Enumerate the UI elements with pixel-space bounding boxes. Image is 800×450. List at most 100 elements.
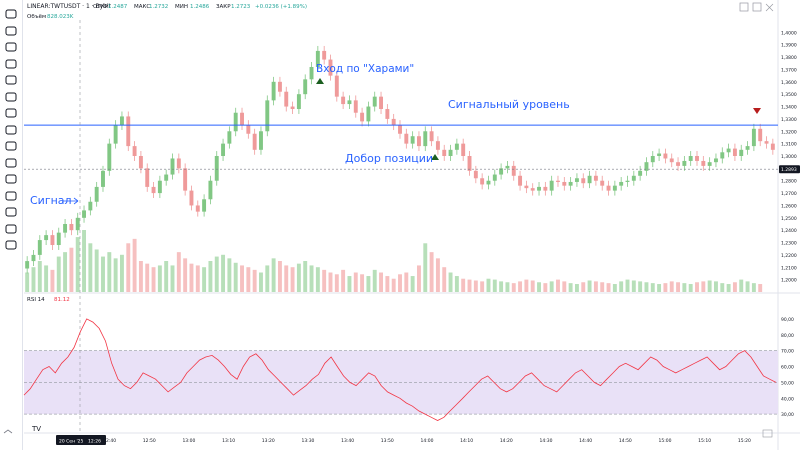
volume-bar <box>145 263 150 292</box>
candle-body <box>347 100 352 105</box>
lock-draw-icon[interactable] <box>3 188 19 202</box>
crosshair-icon[interactable] <box>3 6 19 20</box>
volume-bar <box>745 281 750 292</box>
volume-bar <box>732 282 737 292</box>
candle-body <box>56 232 61 246</box>
volume-bar <box>600 282 605 292</box>
candle-body <box>353 100 358 113</box>
candle-body <box>720 152 725 159</box>
volume-bar <box>511 283 516 292</box>
volume-bar <box>739 279 744 292</box>
ruler-icon[interactable] <box>3 138 19 152</box>
candle-body <box>296 94 301 110</box>
volume-bar <box>252 269 257 292</box>
annotation-signal-level: Сигнальный уровень <box>448 98 570 111</box>
price-tick-label: 1,3700 <box>781 67 797 73</box>
candle-body <box>44 235 49 241</box>
volume-bar <box>101 256 105 292</box>
candle-body <box>366 106 371 122</box>
visibility-icon[interactable] <box>3 221 19 235</box>
candle-body <box>429 131 434 142</box>
candle-body <box>442 149 447 156</box>
candle-body <box>461 143 466 156</box>
volume-bar <box>499 281 504 292</box>
volume-bar <box>669 281 674 292</box>
volume-bar <box>69 247 74 292</box>
symbol-title: LINEAR:TWTUSDT · 1 · Bybit <box>27 3 112 10</box>
price-tick-label: 1,2300 <box>781 241 797 247</box>
volume-bar <box>202 267 207 292</box>
fib-icon[interactable] <box>3 56 19 70</box>
horizontal-lines-icon[interactable] <box>3 39 19 53</box>
candle-body <box>322 50 327 60</box>
trend-line-icon[interactable] <box>3 23 19 37</box>
volume-bar <box>530 280 535 292</box>
candle-body <box>170 158 175 175</box>
volume-bar <box>682 283 687 292</box>
candle-body <box>435 141 440 150</box>
time-tick-label: 14:50 <box>619 438 632 444</box>
ohlc-field-label: ЗАКР <box>216 4 231 10</box>
candle-body <box>581 178 586 184</box>
candle-body <box>537 186 541 191</box>
volume-bar <box>164 261 169 292</box>
volume-bar <box>606 283 611 292</box>
zoom-icon[interactable] <box>3 155 19 169</box>
volume-bar <box>246 267 251 292</box>
annotation-entry: Вход по "Харами" <box>316 63 414 75</box>
volume-bar <box>372 269 377 292</box>
candle-body <box>334 75 339 97</box>
price-tick-label: 1,2400 <box>781 228 797 234</box>
time-tick-label: 14:40 <box>579 438 592 444</box>
candle-body <box>303 79 308 95</box>
candle-body <box>138 156 143 169</box>
time-tick-label: 15:00 <box>659 438 672 444</box>
price-tick-label: 1,3800 <box>781 55 797 61</box>
pattern-icon[interactable] <box>3 72 19 86</box>
time-tick-label: 13:50 <box>381 438 394 444</box>
volume-bar <box>650 283 655 292</box>
candle-body <box>214 156 219 181</box>
volume-bar <box>189 263 194 292</box>
emoji-icon[interactable] <box>3 122 19 136</box>
drawing-toolbar <box>0 0 23 450</box>
volume-bar <box>473 280 478 292</box>
volume-bar <box>568 283 573 292</box>
candle-body <box>423 131 428 147</box>
candle-body <box>625 180 630 182</box>
candle-body <box>600 180 605 186</box>
time-tick-label: 13:10 <box>222 438 235 444</box>
volume-value: 828.023K <box>47 14 74 20</box>
volume-bar <box>360 274 365 292</box>
candle-body <box>379 96 384 110</box>
volume-bar <box>556 279 560 292</box>
rsi-tick-label: 50,00 <box>781 380 794 386</box>
volume-bar <box>138 261 143 292</box>
volume-bar <box>265 265 270 292</box>
volume-bar <box>44 265 49 292</box>
trash-icon[interactable] <box>3 237 19 251</box>
candle-body <box>568 181 573 186</box>
time-tick-label: 15:10 <box>698 438 711 444</box>
volume-bar <box>63 252 68 292</box>
volume-bar <box>593 281 598 292</box>
candle-body <box>574 178 579 182</box>
text-icon[interactable] <box>3 105 19 119</box>
candle-body <box>50 235 55 246</box>
volume-bar <box>227 258 232 292</box>
magnet-icon[interactable] <box>3 171 19 185</box>
brush-icon[interactable] <box>3 89 19 103</box>
candle-body <box>657 153 662 156</box>
candle-body <box>202 199 207 212</box>
candle-body <box>119 116 124 126</box>
candle-body <box>246 125 251 134</box>
candle-body <box>391 118 396 126</box>
time-tick-label: 14:00 <box>420 438 433 444</box>
candle-body <box>739 149 744 156</box>
lock-icon[interactable] <box>3 204 19 218</box>
signal-level-marker-icon <box>753 108 761 114</box>
time-tick-label: 13:40 <box>341 438 354 444</box>
settings-icon <box>762 429 773 438</box>
rsi-tick-label: 80,00 <box>781 333 794 339</box>
